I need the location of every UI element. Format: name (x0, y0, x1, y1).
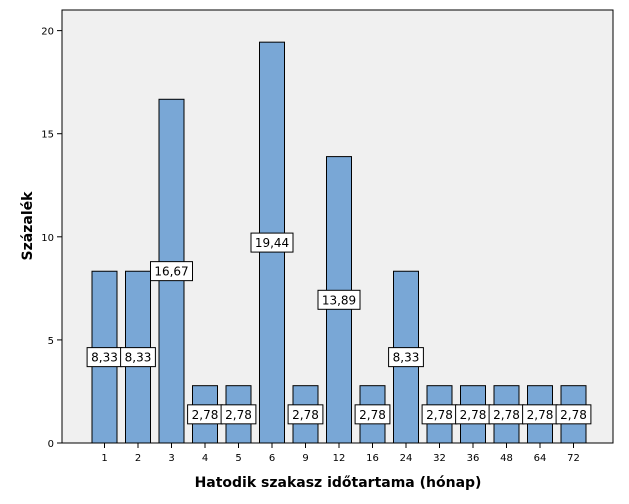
data-label-box (120, 347, 156, 368)
y-tick-label: 5 (48, 336, 54, 347)
data-label-box (150, 261, 193, 282)
data-label-box (250, 232, 294, 253)
data-label: 16,67 (154, 265, 188, 279)
data-label: 19,44 (255, 236, 289, 250)
x-tick-label: 72 (567, 453, 580, 464)
data-label: 2,78 (292, 408, 319, 422)
data-label: 8,33 (393, 351, 420, 365)
y-tick-label: 20 (41, 27, 54, 38)
data-label: 2,78 (560, 408, 587, 422)
data-label-box (555, 404, 592, 425)
data-label: 8,33 (125, 351, 152, 365)
data-label: 8,33 (91, 351, 118, 365)
y-tick-label: 15 (41, 130, 54, 141)
x-tick-label: 36 (467, 453, 480, 464)
data-label: 2,78 (225, 408, 252, 422)
x-tick-label: 1 (101, 453, 107, 464)
x-tick-label: 16 (366, 453, 379, 464)
y-axis-title: Százalék (20, 191, 36, 261)
data-label: 2,78 (460, 408, 487, 422)
x-tick-label: 48 (500, 453, 513, 464)
data-label: 2,78 (192, 408, 219, 422)
data-labels-group: 8,33 8,33 16,67 2,78 2,78 19,44 2,78 13,89 2,78 8… (86, 232, 592, 425)
x-axis-title: Hatodik szakasz időtartama (hónap) (195, 475, 482, 491)
x-tick-label: 32 (433, 453, 446, 464)
x-tick-label: 3 (168, 453, 174, 464)
data-label-box (287, 404, 324, 425)
x-tick-label: 4 (202, 453, 208, 464)
x-axis: 1 2 3 4 5 6 9 12 16 24 32 36 48 64 72 (101, 443, 580, 464)
data-label: 2,78 (493, 408, 520, 422)
data-label: 13,89 (322, 293, 356, 307)
data-label-box (220, 404, 257, 425)
x-tick-label: 12 (333, 453, 346, 464)
data-label-box (388, 347, 424, 368)
data-label: 2,78 (359, 408, 386, 422)
y-tick-label: 0 (48, 439, 54, 450)
x-tick-label: 5 (235, 453, 241, 464)
data-label: 2,78 (426, 408, 453, 422)
data-label-box (317, 289, 361, 310)
y-axis: 0 5 10 15 20 (41, 27, 62, 450)
data-label: 2,78 (527, 408, 554, 422)
x-tick-label: 2 (135, 453, 141, 464)
data-label-box (354, 404, 391, 425)
x-tick-label: 24 (400, 453, 413, 464)
x-tick-label: 9 (302, 453, 308, 464)
y-tick-label: 10 (41, 233, 54, 244)
x-tick-label: 64 (534, 453, 547, 464)
x-tick-label: 6 (269, 453, 275, 464)
